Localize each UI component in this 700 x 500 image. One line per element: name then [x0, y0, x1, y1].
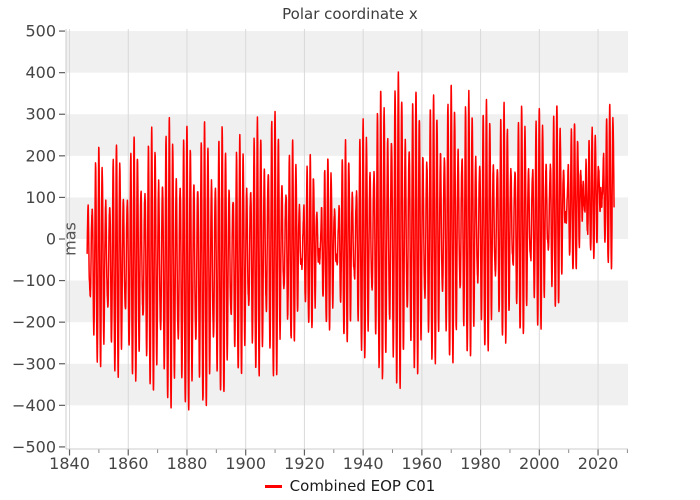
x-tick-label: 1920: [284, 454, 325, 473]
y-tick-label: −100: [12, 271, 56, 290]
x-tick-label: 1900: [225, 454, 266, 473]
plot-background-band: [66, 31, 628, 73]
x-tick-label: 1840: [49, 454, 90, 473]
x-tick-label: 1860: [108, 454, 149, 473]
y-axis-label: mas: [60, 222, 80, 256]
y-tick-label: 200: [25, 146, 56, 165]
plot-background-band: [66, 114, 628, 156]
axis-tick-labels: 500 400 300 200 100 0 −100 −200 −300 −400 −5001840…: [12, 22, 618, 473]
y-tick-label: −300: [12, 354, 56, 373]
x-tick-label: 1880: [167, 454, 208, 473]
y-tick-label: 400: [25, 63, 56, 82]
y-tick-label: −400: [12, 396, 56, 415]
y-tick-label: −500: [12, 437, 56, 456]
x-tick-label: 1940: [343, 454, 384, 473]
data-line: [86, 71, 615, 411]
x-tick-label: 1960: [402, 454, 443, 473]
data-series: [86, 71, 615, 411]
plot-background-band: [66, 363, 628, 406]
x-tick-label: 1980: [460, 454, 501, 473]
y-tick-label: 0: [46, 230, 56, 249]
x-tick-label: 2020: [578, 454, 619, 473]
y-tick-label: 500: [25, 22, 56, 41]
y-tick-label: 100: [25, 188, 56, 207]
axis-ticks: [59, 30, 628, 456]
x-tick-label: 2000: [519, 454, 560, 473]
axis-spines: [65, 29, 628, 450]
legend: Combined EOP C01: [0, 477, 700, 495]
y-tick-label: −200: [12, 313, 56, 332]
legend-label: Combined EOP C01: [289, 477, 436, 495]
legend-line-marker: [264, 484, 282, 488]
y-tick-label: 300: [25, 105, 56, 124]
chart-title: Polar coordinate x: [282, 5, 418, 23]
